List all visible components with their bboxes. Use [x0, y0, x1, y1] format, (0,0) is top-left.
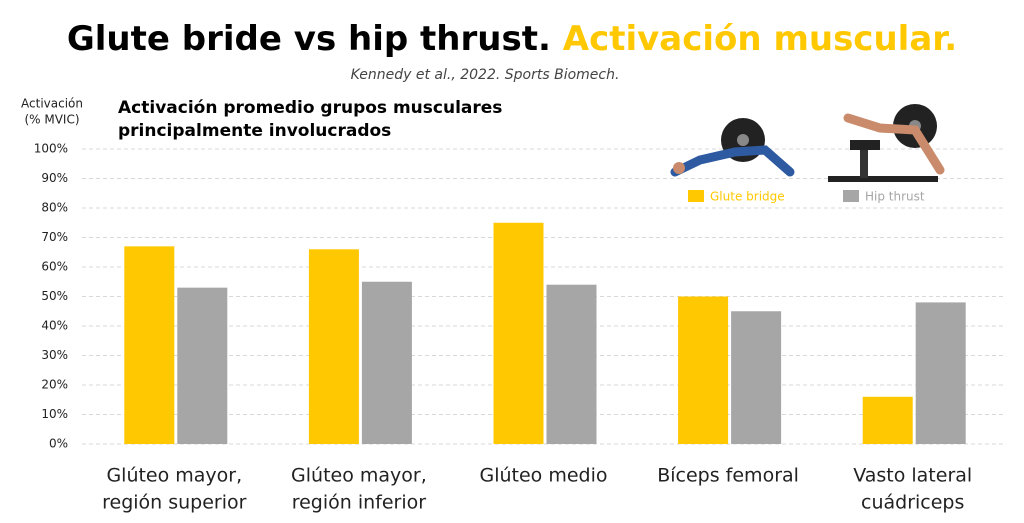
y-tick-label: 60%	[41, 260, 68, 274]
x-tick-label: Bíceps femoral	[657, 465, 799, 487]
x-tick-label: región inferior	[292, 492, 427, 514]
bar	[124, 246, 175, 444]
x-tick-label: Glúteo medio	[479, 465, 607, 487]
y-tick-label: 70%	[41, 230, 68, 244]
title-part: Glute bride vs hip thrust.	[67, 19, 551, 59]
x-tick-label: Glúteo mayor,	[291, 465, 427, 487]
illustration-hip-thrust	[828, 104, 945, 182]
figure	[670, 145, 795, 177]
bar	[731, 311, 782, 444]
legend-label: Hip thrust	[865, 190, 925, 204]
x-tick-label: Vasto lateral	[853, 465, 972, 487]
y-tick-label: 90%	[41, 171, 68, 185]
y-axis-label: (% MVIC)	[24, 113, 79, 127]
bar	[177, 287, 228, 444]
bench-leg	[860, 150, 868, 178]
bar	[915, 302, 966, 444]
chart-subtitle: principalmente involucrados	[118, 121, 391, 141]
bar	[678, 296, 729, 444]
bar	[493, 222, 544, 444]
subtitle: Kennedy et al., 2022. Sports Biomech.	[351, 67, 620, 83]
chart-subtitle: Activación promedio grupos musculares	[118, 98, 502, 118]
y-axis-label: Activación	[21, 97, 83, 111]
bench	[850, 140, 880, 150]
bar	[546, 284, 597, 444]
y-tick-label: 20%	[41, 378, 68, 392]
y-tick-label: 80%	[41, 201, 68, 215]
bar	[308, 249, 359, 444]
legend-swatch	[843, 190, 859, 202]
x-tick-label: región superior	[102, 492, 247, 514]
illustration-glute-bridge	[670, 118, 795, 177]
x-tick-label: Glúteo mayor,	[106, 465, 242, 487]
y-tick-label: 30%	[41, 348, 68, 362]
chart-title: Glute bride vs hip thrust. Activación mu…	[67, 19, 957, 59]
y-tick-label: 50%	[41, 289, 68, 303]
y-tick-label: 100%	[34, 142, 68, 156]
plate-hub	[737, 134, 749, 146]
bar	[862, 396, 913, 444]
figure	[843, 113, 945, 175]
y-tick-label: 10%	[41, 407, 68, 421]
bench-base	[828, 176, 938, 182]
head	[673, 162, 685, 174]
title-part: Activación muscular.	[563, 19, 957, 59]
bar	[361, 281, 412, 444]
y-tick-label: 40%	[41, 319, 68, 333]
y-tick-label: 0%	[49, 437, 68, 451]
legend-label: Glute bridge	[710, 190, 785, 204]
legend-swatch	[688, 190, 704, 202]
x-tick-label: cuádriceps	[861, 492, 964, 514]
